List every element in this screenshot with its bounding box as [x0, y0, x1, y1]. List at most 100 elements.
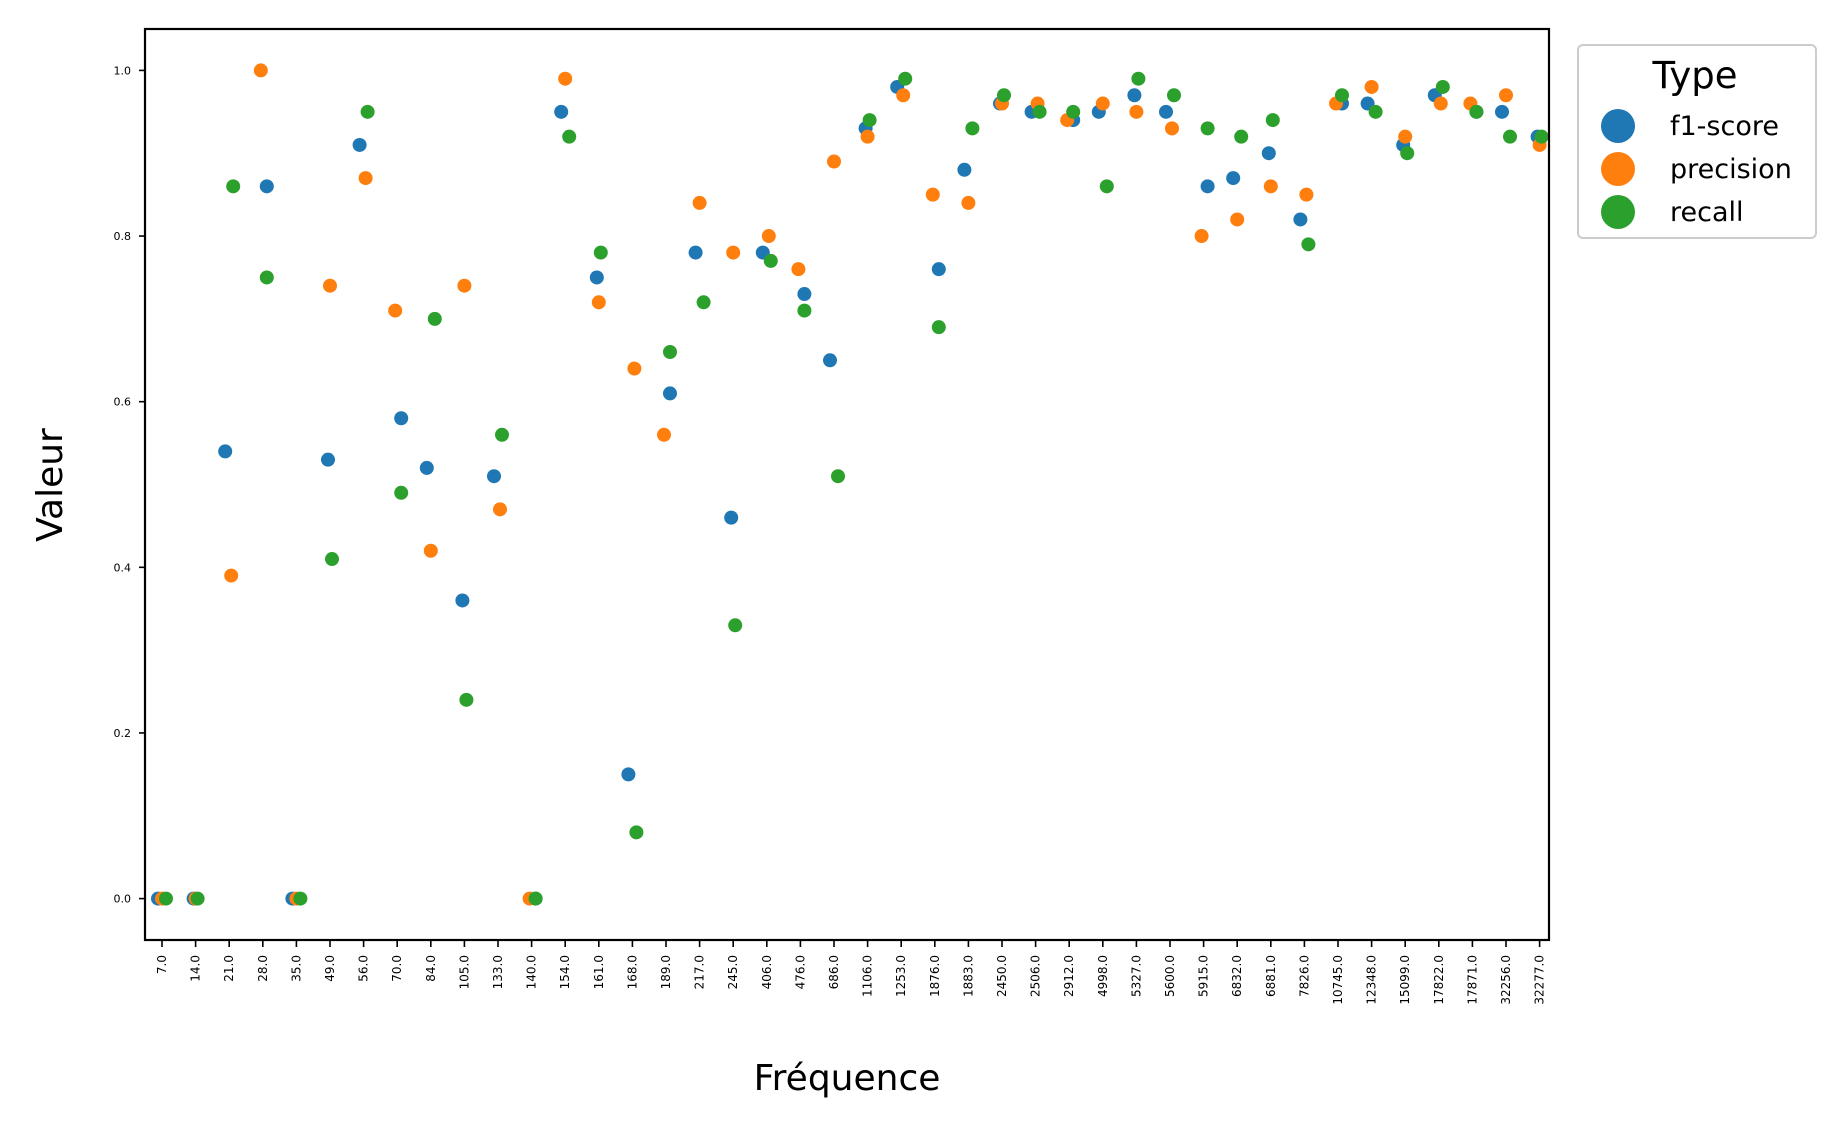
x-tick-label: 168.0	[625, 955, 639, 989]
data-point-recall	[190, 891, 205, 906]
data-point-recall	[360, 104, 375, 119]
data-point-recall	[1032, 104, 1047, 119]
data-point-precision	[253, 63, 268, 78]
data-point-precision	[1095, 96, 1110, 111]
data-point-precision	[224, 568, 239, 583]
data-point-recall	[797, 303, 812, 318]
data-point-precision	[1299, 187, 1314, 202]
data-point-recall	[1167, 88, 1181, 103]
x-tick-label: 6881.0	[1264, 955, 1278, 997]
x-tick-label: 1253.0	[894, 955, 908, 997]
data-point-precision	[791, 262, 806, 277]
x-axis: 7.0 14.0 21.0 28.0 35.0 49.0 56.0 70.0 84.0 105.0…	[155, 940, 1547, 1005]
data-point-recall	[427, 311, 442, 326]
data-point-recall	[1400, 146, 1415, 161]
data-point-recall	[931, 320, 946, 335]
data-point-precision	[358, 171, 373, 186]
x-tick-label: 154.0	[558, 955, 572, 989]
data-point-recall	[1200, 121, 1215, 136]
data-point-recall	[663, 344, 677, 359]
data-point-f1-score	[589, 270, 604, 285]
data-point-recall	[593, 245, 608, 260]
data-point-f1-score	[394, 411, 409, 426]
x-tick-label: 7.0	[155, 955, 169, 974]
data-point-recall	[1335, 88, 1349, 103]
legend-label-precision: precision	[1670, 154, 1792, 185]
x-tick-label: 476.0	[793, 955, 807, 989]
x-tick-label: 35.0	[289, 955, 303, 982]
x-tick-label: 189.0	[659, 955, 673, 989]
x-tick-label: 217.0	[693, 955, 707, 989]
data-point-recall	[965, 121, 980, 136]
data-point-recall	[831, 469, 845, 484]
x-tick-label: 1106.0	[861, 955, 875, 997]
data-point-recall	[1534, 129, 1549, 144]
x-tick-label: 4998.0	[1096, 955, 1110, 997]
x-tick-label: 49.0	[323, 955, 337, 982]
data-point-precision	[558, 71, 573, 86]
y-axis-title: Valeur	[30, 428, 71, 542]
x-tick-label: 21.0	[222, 955, 236, 982]
x-tick-label: 7826.0	[1297, 955, 1311, 997]
data-point-recall	[1265, 113, 1280, 128]
data-point-f1-score	[455, 593, 470, 608]
data-point-recall	[1066, 104, 1081, 119]
x-tick-label: 686.0	[827, 955, 841, 989]
x-tick-label: 5327.0	[1129, 955, 1143, 997]
data-point-precision	[1433, 96, 1448, 111]
legend-marker-f1-score	[1601, 109, 1635, 143]
x-tick-label: 84.0	[424, 955, 438, 982]
data-point-precision	[1165, 121, 1179, 136]
data-point-f1-score	[419, 460, 434, 475]
data-point-recall	[528, 891, 543, 906]
data-point-recall	[1469, 104, 1484, 119]
x-tick-label: 15099.0	[1398, 955, 1412, 1005]
x-tick-label: 32277.0	[1533, 955, 1547, 1005]
data-point-recall	[1368, 104, 1383, 119]
x-tick-label: 14.0	[189, 955, 203, 982]
x-tick-label: 70.0	[390, 955, 404, 982]
data-point-precision	[1263, 179, 1278, 194]
data-point-f1-score	[352, 137, 367, 152]
y-tick-label: 0.4	[114, 561, 132, 574]
legend-label-f1-score: f1-score	[1670, 111, 1779, 142]
data-point-recall	[1503, 129, 1517, 144]
data-point-f1-score	[1495, 104, 1509, 119]
data-point-recall	[728, 618, 743, 633]
y-tick-label: 1.0	[114, 64, 132, 77]
data-point-recall	[459, 692, 474, 707]
data-point-f1-score	[1127, 88, 1142, 103]
data-point-recall	[1435, 79, 1450, 94]
x-tick-label: 17871.0	[1465, 955, 1479, 1005]
data-point-recall	[293, 891, 308, 906]
legend: Type f1-score precision recall	[1577, 44, 1817, 239]
data-point-recall	[259, 270, 274, 285]
legend-marker-precision	[1601, 152, 1635, 186]
x-tick-label: 6832.0	[1230, 955, 1244, 997]
data-point-recall	[629, 825, 644, 840]
x-tick-label: 28.0	[256, 955, 270, 982]
data-point-f1-score	[554, 104, 569, 119]
x-tick-label: 245.0	[726, 955, 740, 989]
data-point-recall	[898, 71, 913, 86]
data-point-f1-score	[957, 162, 972, 177]
y-axis: 0.0 0.2 0.4 0.6 0.8 1.0	[114, 64, 145, 906]
data-point-f1-score	[797, 287, 812, 302]
data-point-precision	[323, 278, 337, 293]
data-point-recall	[325, 552, 339, 567]
x-tick-label: 5600.0	[1163, 955, 1177, 997]
data-point-f1-score	[259, 179, 274, 194]
data-point-f1-score	[931, 262, 946, 277]
x-tick-label: 2450.0	[995, 955, 1009, 997]
x-tick-label: 2506.0	[1029, 955, 1043, 997]
x-tick-label: 17822.0	[1432, 955, 1446, 1005]
x-tick-label: 5915.0	[1197, 955, 1211, 997]
data-point-precision	[1499, 88, 1513, 103]
data-point-precision	[761, 229, 776, 244]
data-point-f1-score	[621, 767, 636, 782]
data-point-f1-score	[1293, 212, 1308, 227]
data-point-precision	[1129, 104, 1144, 119]
data-point-precision	[388, 303, 403, 318]
